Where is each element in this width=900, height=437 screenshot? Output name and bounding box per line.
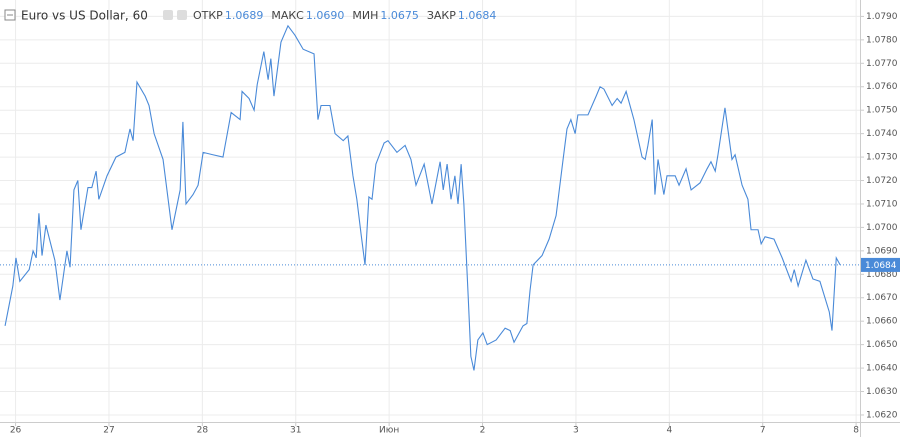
y-tick-label: 1.0770 — [866, 59, 898, 69]
header: Euro vs US Dollar, 60 ОТКР 1.0689 МАКС 1.06… — [4, 9, 497, 23]
x-tick-label: 3 — [573, 426, 579, 436]
x-tick-label: 26 — [10, 426, 22, 436]
ohlc-value: 1.0689 — [225, 9, 264, 22]
y-tick-label: 1.0790 — [866, 12, 898, 22]
ohlc-value: 1.0675 — [380, 9, 419, 22]
ohlc-value: 1.0684 — [458, 9, 497, 22]
y-tick-label: 1.0730 — [866, 153, 898, 163]
y-tick-label: 1.0720 — [866, 176, 898, 186]
y-tick-label: 1.0690 — [866, 246, 898, 256]
ohlc-value: 1.0690 — [306, 9, 345, 22]
ohlc-name: МИН — [352, 9, 378, 22]
y-tick-label: 1.0710 — [866, 199, 898, 209]
y-tick-label: 1.0640 — [866, 364, 898, 374]
x-tick-label: 2 — [480, 426, 486, 436]
x-tick-label: 28 — [197, 426, 209, 436]
y-tick-label: 1.0780 — [866, 35, 898, 45]
close-icon[interactable] — [177, 10, 187, 20]
y-tick-label: 1.0740 — [866, 129, 898, 139]
grid — [0, 0, 860, 422]
y-tick-label: 1.0650 — [866, 340, 898, 350]
x-tick-label: 4 — [666, 426, 672, 436]
axis-labels: 1.0620 1.0630 1.0640 1.0650 1.0660 1.0670 1.06… — [10, 12, 900, 436]
x-tick-label: 31 — [290, 426, 301, 436]
y-tick-label: 1.0680 — [866, 270, 898, 280]
plot-area — [0, 24, 860, 371]
ohlc-name: МАКС — [271, 9, 304, 22]
y-tick-label: 1.0660 — [866, 317, 898, 327]
last-price-box — [861, 257, 900, 272]
chart-title: Euro vs US Dollar, 60 — [21, 9, 148, 23]
settings-icon[interactable] — [163, 10, 173, 20]
y-tick-label: 1.0760 — [866, 82, 898, 92]
y-tick-label: 1.0620 — [866, 410, 898, 420]
last-price-label: 1.0684 — [865, 261, 897, 271]
ohlc-name: ОТКР — [193, 9, 223, 22]
y-tick-label: 1.0700 — [866, 223, 898, 233]
x-tick-label: 27 — [103, 426, 114, 436]
x-tick-label: Июн — [379, 426, 399, 436]
y-tick-label: 1.0670 — [866, 293, 898, 303]
ohlc-name: ЗАКР — [427, 9, 456, 22]
x-tick-label: 7 — [760, 426, 766, 436]
y-tick-label: 1.0630 — [866, 387, 898, 397]
x-tick-label: 8 — [853, 426, 859, 436]
y-tick-label: 1.0750 — [866, 106, 898, 116]
price-line — [4, 24, 841, 371]
